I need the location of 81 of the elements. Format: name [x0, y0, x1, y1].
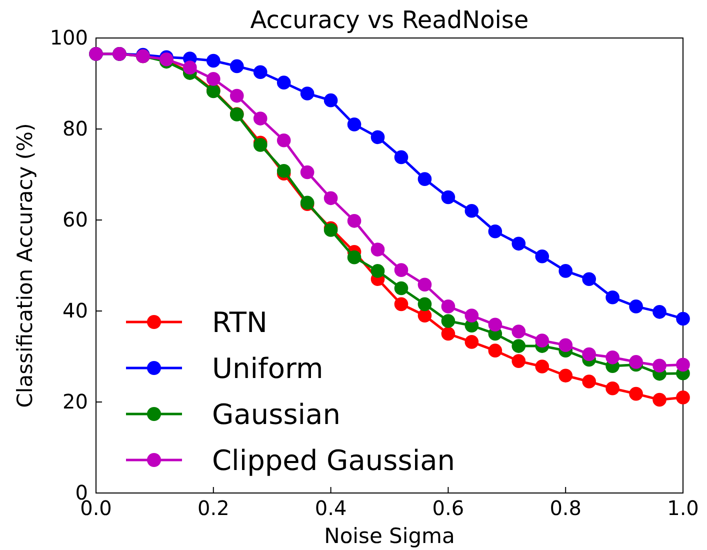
point: [652, 358, 666, 372]
point: [512, 236, 526, 251]
point: [441, 300, 456, 314]
point: [535, 360, 550, 374]
y-tick-label: 20: [62, 389, 88, 414]
y-tick-label: 80: [62, 116, 88, 140]
point: [441, 326, 456, 341]
x-tick-label: 0.6: [432, 496, 464, 520]
point: [418, 278, 432, 292]
point: [324, 93, 338, 108]
point: [206, 54, 220, 68]
point: [347, 118, 362, 132]
legend-label: Uniform: [212, 352, 324, 385]
point: [606, 290, 620, 304]
point: [676, 390, 690, 404]
point: [441, 314, 456, 328]
point: [535, 334, 550, 348]
point: [300, 165, 314, 180]
point: [629, 300, 643, 314]
point: [324, 191, 338, 206]
chart-title: Accuracy vs ReadNoise: [250, 6, 529, 34]
y-axis-title: Classification Accuracy (%): [13, 123, 37, 408]
x-tick-label: 0.8: [550, 496, 582, 520]
point: [629, 386, 643, 401]
point: [464, 204, 479, 218]
point: [370, 242, 385, 256]
x-tick-label: 0.2: [197, 496, 230, 520]
point: [488, 318, 502, 332]
point: [276, 133, 291, 148]
point: [582, 347, 596, 362]
point: [558, 338, 573, 352]
point: [606, 381, 620, 396]
x-tick-label: 1.0: [667, 496, 699, 520]
legend-label: Clipped Gaussian: [212, 444, 456, 477]
point: [394, 297, 408, 312]
point: [558, 264, 573, 278]
point: [558, 368, 573, 383]
point: [676, 312, 690, 326]
point: [512, 354, 526, 368]
point: [606, 350, 620, 364]
point: [418, 297, 432, 312]
point: [535, 250, 550, 264]
point: [488, 224, 502, 238]
point: [300, 86, 314, 100]
point: [629, 355, 643, 369]
point: [512, 339, 526, 353]
point: [276, 76, 291, 90]
point: [253, 65, 268, 80]
y-tick-label: 100: [50, 25, 88, 50]
point: [370, 130, 385, 144]
legend-label: RTN: [212, 306, 268, 339]
point: [441, 190, 456, 204]
legend-label: Gaussian: [212, 398, 340, 431]
point: [418, 172, 432, 186]
point: [582, 272, 596, 286]
point: [464, 335, 479, 349]
point: [582, 374, 596, 388]
point: [652, 305, 666, 319]
point: [230, 59, 244, 74]
point: [183, 60, 197, 74]
point: [512, 324, 526, 338]
point: [206, 72, 220, 86]
y-tick-label: 40: [62, 298, 88, 322]
point: [394, 281, 408, 296]
point: [230, 88, 244, 103]
point: [488, 344, 502, 358]
point: [394, 150, 408, 164]
point: [394, 263, 408, 277]
y-tick-label: 60: [62, 207, 88, 232]
point: [253, 112, 268, 126]
point: [652, 392, 666, 407]
point: [347, 250, 362, 264]
x-tick-label: 0.4: [314, 496, 347, 520]
x-axis-title: Noise Sigma: [324, 524, 455, 548]
point: [418, 308, 432, 322]
point: [676, 358, 690, 372]
point: [464, 308, 479, 322]
point: [347, 214, 362, 228]
point: [370, 264, 385, 278]
point: [276, 164, 291, 178]
point: [253, 138, 268, 152]
